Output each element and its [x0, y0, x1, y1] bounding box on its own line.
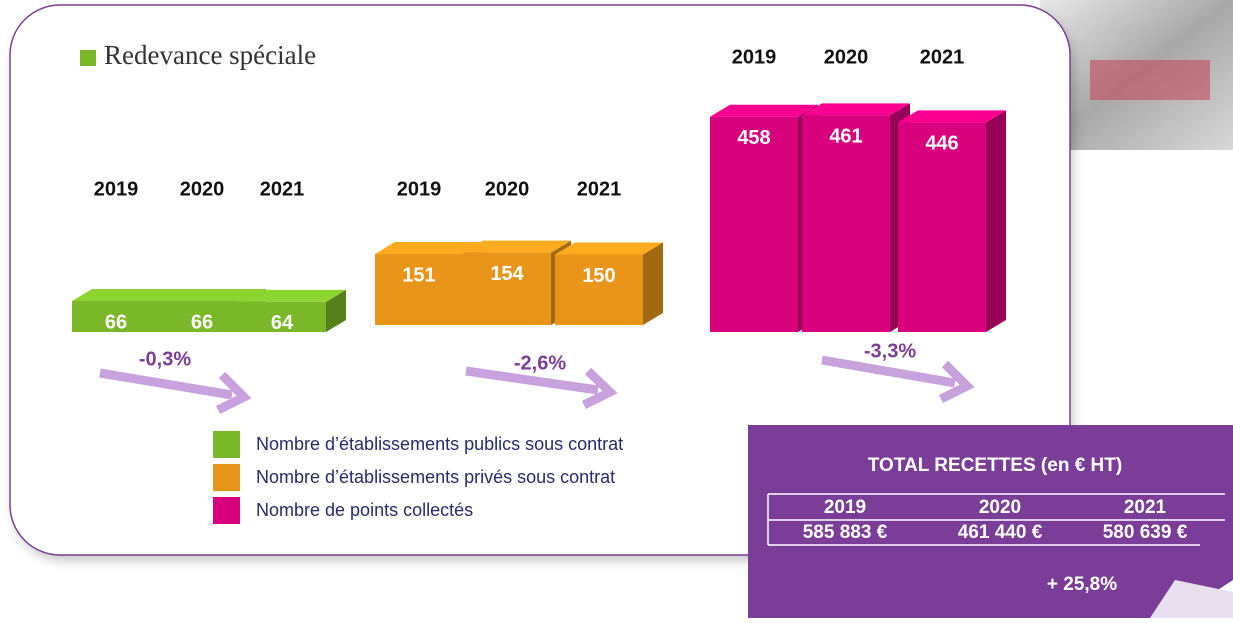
value-label: 446 [925, 133, 958, 155]
bar-top [710, 104, 818, 117]
change-label: -3,3% [864, 340, 916, 362]
value-label: 151 [402, 264, 435, 286]
bar [463, 252, 551, 325]
bar [158, 300, 246, 332]
year-label: 2020 [180, 178, 225, 200]
legend-label: Nombre d’établissements privés sous cont… [256, 467, 615, 487]
totals-value: 461 440 € [958, 522, 1043, 543]
value-label: 458 [737, 127, 770, 149]
totals-year: 2021 [1124, 497, 1167, 518]
value-label: 154 [490, 263, 524, 285]
bar [555, 254, 643, 325]
totals-value: 580 639 € [1103, 522, 1188, 543]
year-label: 2020 [824, 46, 869, 68]
totals-year: 2019 [824, 497, 866, 518]
bar-top [158, 288, 266, 301]
bar-side [986, 110, 1006, 332]
totals-title: TOTAL RECETTES (en € HT) [868, 455, 1122, 476]
legend-swatch [213, 431, 240, 458]
year-label: 2020 [485, 178, 530, 200]
value-label: 461 [829, 126, 862, 148]
bar-top [898, 110, 1006, 123]
photo-detail [1090, 60, 1210, 100]
value-label: 150 [582, 265, 615, 287]
title-marker [80, 50, 96, 66]
bar-top [802, 103, 910, 116]
totals-rules [767, 493, 1225, 546]
change-label: -0,3% [139, 348, 191, 370]
bar [898, 122, 986, 332]
bar [375, 254, 463, 325]
value-label: 66 [191, 311, 213, 333]
bar-top [375, 242, 483, 255]
bar-top [463, 240, 571, 253]
bar-side [326, 289, 346, 332]
bar [802, 115, 890, 332]
legend-swatch [213, 464, 240, 491]
bar-top [555, 242, 663, 255]
year-label: 2021 [920, 46, 965, 68]
bar [710, 116, 798, 333]
year-label: 2019 [94, 178, 139, 200]
year-label: 2021 [577, 178, 622, 200]
year-label: 2019 [732, 46, 777, 68]
title: Redevance spéciale [104, 40, 316, 70]
totals-box [748, 425, 1233, 618]
legend-swatch [213, 497, 240, 524]
year-label: 2019 [397, 178, 442, 200]
change-label: -2,6% [514, 352, 566, 374]
bar [72, 300, 160, 332]
bar [238, 301, 326, 332]
totals-year: 2020 [979, 497, 1021, 518]
value-label: 64 [271, 312, 294, 334]
legend-label: Nombre d’établissements publics sous con… [256, 434, 623, 454]
page-curl [1150, 580, 1233, 618]
legend-label: Nombre de points collectés [256, 500, 473, 520]
bar-top [72, 288, 180, 301]
bar-side [643, 242, 663, 325]
value-label: 66 [105, 311, 127, 333]
year-label: 2021 [260, 178, 305, 200]
bar-top [238, 289, 346, 302]
totals-value: 585 883 € [803, 522, 888, 543]
totals-change: + 25,8% [1047, 574, 1117, 595]
